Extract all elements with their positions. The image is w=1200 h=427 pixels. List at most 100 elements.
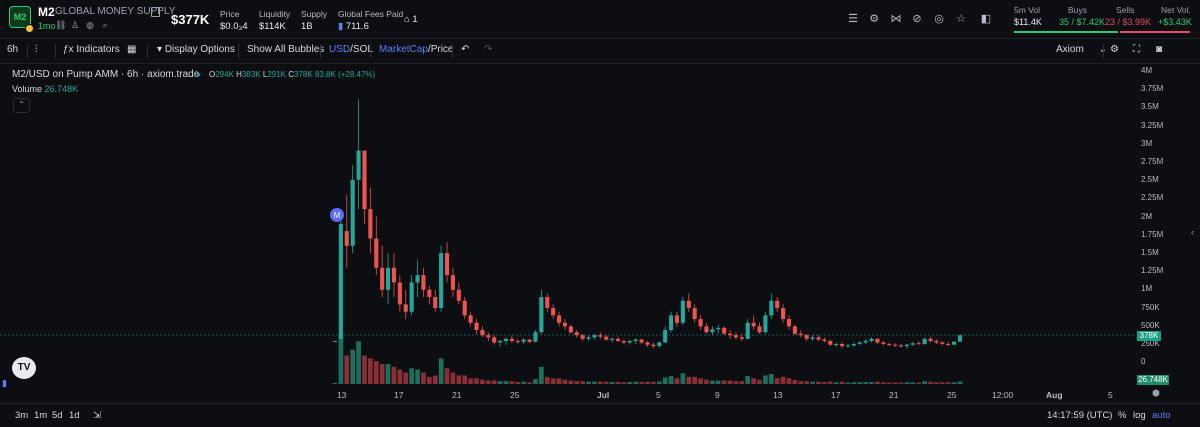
collapse-legend-button[interactable]: ⌃ <box>13 98 30 113</box>
usd-option[interactable]: USD <box>329 44 351 55</box>
redo-icon[interactable]: ↷ <box>484 44 493 55</box>
camera-icon[interactable]: ◙ <box>1156 44 1163 55</box>
volume-bar <box>934 382 939 384</box>
currency-toggle[interactable]: USD/SOL <box>329 44 373 55</box>
buys-label: Buys <box>1068 5 1087 15</box>
search-icon[interactable]: ⌕ <box>102 20 108 30</box>
range-5d[interactable]: 5d <box>52 410 63 421</box>
candle-body <box>527 339 532 342</box>
x-tick-label: 17 <box>394 390 404 400</box>
share-icon[interactable]: ⋈ <box>890 13 902 25</box>
link-icon[interactable]: ⛓ <box>55 20 67 30</box>
volume-bar <box>863 382 869 384</box>
tradingview-logo[interactable]: TV <box>12 357 36 379</box>
volume-bar <box>468 378 473 384</box>
volume-bar <box>880 382 886 384</box>
sol-option[interactable]: SOL <box>352 44 373 55</box>
show-bubbles-button[interactable]: Show All Bubbles <box>247 44 325 55</box>
undo-icon[interactable]: ↶ <box>461 44 470 55</box>
expand-right-icon[interactable]: ‹ <box>1191 227 1194 237</box>
eye-off-icon[interactable]: ◎ <box>934 13 944 25</box>
layout-grid-icon[interactable]: ▦ <box>127 44 137 55</box>
range-1d[interactable]: 1d <box>69 410 80 421</box>
auto-toggle[interactable]: auto <box>1152 410 1171 421</box>
candle-body <box>356 150 361 180</box>
indicators-icon: ƒx <box>63 44 74 55</box>
fullscreen-icon[interactable]: ⛶ <box>1133 44 1140 55</box>
net-value: +$3.43K <box>1158 17 1192 27</box>
range-3m[interactable]: 3m <box>15 410 29 421</box>
candle-body <box>433 297 438 309</box>
range-1m[interactable]: 1m <box>34 410 48 421</box>
candle-body <box>421 275 426 290</box>
marker-bubble[interactable] <box>330 208 344 222</box>
candle-body <box>362 150 367 210</box>
candle-body <box>957 335 963 342</box>
log-toggle[interactable]: log <box>1133 410 1146 421</box>
user-icon[interactable]: ♙ <box>70 20 80 30</box>
volume-bar <box>544 376 550 384</box>
candle-body <box>733 335 739 338</box>
display-options-button[interactable]: ▾ Display Options <box>157 44 235 55</box>
volume-bar <box>922 381 927 384</box>
volume-bar <box>928 381 933 384</box>
candle-body <box>615 338 621 342</box>
token-age: 1mo <box>38 21 56 31</box>
open-label: O <box>209 70 216 79</box>
candle-body <box>828 341 833 345</box>
y-tick-label: 1M <box>1141 284 1153 294</box>
candle-body <box>344 231 349 246</box>
candle-body <box>663 330 668 343</box>
clock-time[interactable]: 14:17:59 (UTC) <box>1047 410 1113 421</box>
divider <box>27 44 28 58</box>
volume-bar <box>786 378 792 384</box>
mcap-price-toggle[interactable]: MarketCap/Price <box>379 44 454 55</box>
candle-body <box>893 344 898 346</box>
provider-select[interactable]: Axiom ⌄ <box>1056 44 1107 55</box>
chart-settings-icon[interactable]: ⚙ <box>1110 44 1119 55</box>
volume-bar <box>474 378 479 384</box>
volume-bar <box>745 376 751 384</box>
scroll-left-icon[interactable]: ▮ <box>2 378 7 388</box>
candle-body <box>444 253 450 276</box>
volume-bar <box>680 373 686 384</box>
goto-date-icon[interactable]: ⇲ <box>93 410 101 421</box>
candle-body <box>786 319 792 327</box>
volume-bar <box>603 381 609 384</box>
price-chart[interactable]: M <box>0 63 1200 403</box>
volume-bar <box>916 382 922 384</box>
candle-body <box>515 341 520 343</box>
price-option[interactable]: Price <box>430 44 454 55</box>
candle-body <box>397 282 402 305</box>
candle-body <box>834 343 839 345</box>
candle-body <box>533 332 538 342</box>
settings-icon[interactable]: ⚙ <box>869 13 879 25</box>
panel-toggle-icon[interactable]: ◧ <box>980 13 992 25</box>
holders-count[interactable]: ⌂ 1 <box>404 14 418 25</box>
candle-body <box>669 315 674 331</box>
volume-bar <box>721 380 727 384</box>
indicators-button[interactable]: ƒx Indicators <box>63 44 120 55</box>
mcap-option[interactable]: MarketCap <box>379 44 428 55</box>
candle-body <box>722 327 727 334</box>
copy-icon[interactable] <box>151 7 160 17</box>
star-icon[interactable]: ☆ <box>956 13 966 25</box>
volume-bar <box>497 381 503 384</box>
candle-body <box>521 339 526 342</box>
candle-body <box>704 326 709 333</box>
list-icon[interactable]: ☰ <box>848 13 858 25</box>
candle-body <box>887 343 892 345</box>
candle-body <box>592 335 597 338</box>
candle-type-icon[interactable]: ⫶ <box>35 44 38 55</box>
candle-body <box>480 330 485 336</box>
time-axis-settings-icon[interactable]: ⬢ <box>1152 388 1160 398</box>
interval-button[interactable]: 6h <box>7 44 19 55</box>
liquidity-label: Liquidity <box>259 9 291 19</box>
globe-icon[interactable]: ◍ <box>86 20 94 30</box>
percent-toggle[interactable]: % <box>1118 410 1127 421</box>
volume-bar <box>344 355 350 384</box>
marker-letter: M <box>334 211 341 220</box>
hide-icon[interactable]: ⊘ <box>912 13 922 25</box>
candle-body <box>498 341 503 343</box>
candle-body <box>840 343 845 347</box>
